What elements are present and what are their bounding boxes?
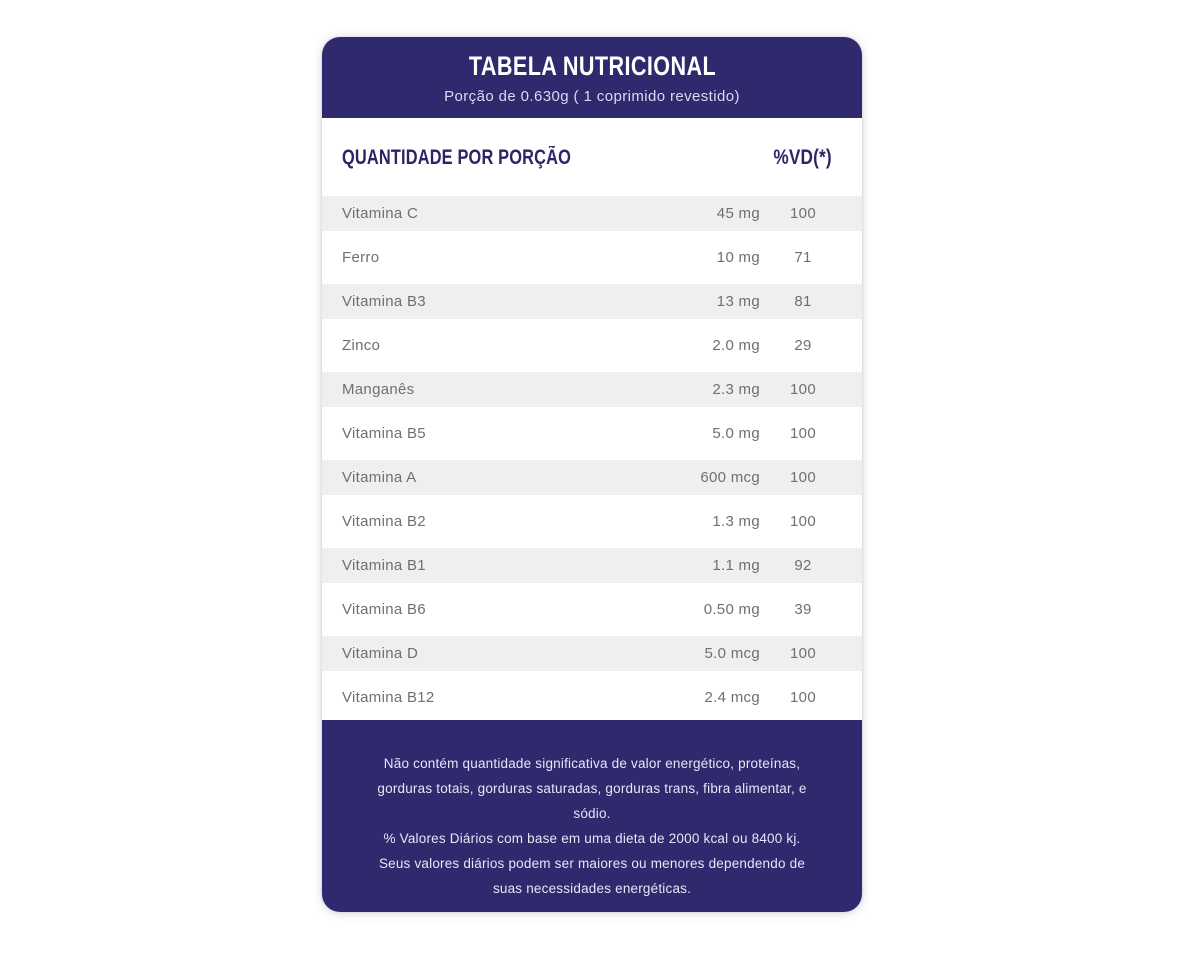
nutrient-amount: 2.0 mg xyxy=(712,337,760,354)
table-header: QUANTIDADE POR PORÇÃO %VD(*) xyxy=(322,118,862,192)
nutrient-amount: 1.3 mg xyxy=(712,513,760,530)
nutrient-name: Vitamina B3 xyxy=(342,293,426,310)
page-title: TABELA NUTRICIONAL xyxy=(468,51,716,81)
nutrient-amount: 10 mg xyxy=(716,249,760,266)
nutrient-vd: 100 xyxy=(790,381,816,398)
table-row: Vitamina B5 5.0 mg 100 xyxy=(322,412,862,456)
footer-note-daily-values: % Valores Diários com base em uma dieta … xyxy=(378,831,806,896)
nutrient-name: Vitamina C xyxy=(342,205,419,222)
nutrient-vd: 100 xyxy=(790,689,816,706)
nutrient-vd: 29 xyxy=(794,337,812,354)
table-row: Manganês 2.3 mg 100 xyxy=(322,368,862,412)
nutrient-amount: 5.0 mcg xyxy=(704,645,760,662)
table-row: Vitamina C 45 mg 100 xyxy=(322,192,862,236)
table-row: Ferro 10 mg 71 xyxy=(322,236,862,280)
table-row: Vitamina B12 2.4 mcg 100 xyxy=(322,676,862,720)
nutrient-amount: 2.4 mcg xyxy=(704,689,760,706)
column-header-vd-label: %VD(*) xyxy=(773,146,833,169)
table-row: Vitamina D 5.0 mcg 100 xyxy=(322,632,862,676)
nutrient-name: Zinco xyxy=(342,337,381,354)
nutrient-vd: 100 xyxy=(790,645,816,662)
table-row: Zinco 2.0 mg 29 xyxy=(322,324,862,368)
nutrient-vd: 71 xyxy=(794,249,812,266)
column-header-quantity-label: QUANTIDADE POR PORÇÃO xyxy=(342,146,571,169)
table-row: Vitamina B6 0.50 mg 39 xyxy=(322,588,862,632)
nutrient-name: Vitamina A xyxy=(342,469,417,486)
nutrition-header: TABELA NUTRICIONAL Porção de 0.630g ( 1 … xyxy=(322,37,862,118)
column-header-quantity: QUANTIDADE POR PORÇÃO xyxy=(342,146,760,170)
nutrition-label-card: TABELA NUTRICIONAL Porção de 0.630g ( 1 … xyxy=(322,37,862,912)
table-row: Vitamina B3 13 mg 81 xyxy=(322,280,862,324)
table-row: Vitamina B2 1.3 mg 100 xyxy=(322,500,862,544)
nutrient-vd: 81 xyxy=(794,293,812,310)
nutrient-amount: 13 mg xyxy=(716,293,760,310)
nutrient-vd: 100 xyxy=(790,425,816,442)
nutrient-amount: 600 mcg xyxy=(700,469,760,486)
column-header-vd: %VD(*) xyxy=(760,146,846,170)
nutrient-name: Vitamina B1 xyxy=(342,557,426,574)
footer-notes: Não contém quantidade significativa de v… xyxy=(322,720,862,912)
nutrient-name: Manganês xyxy=(342,381,415,398)
table-row: Vitamina B1 1.1 mg 92 xyxy=(322,544,862,588)
nutrient-name: Ferro xyxy=(342,249,380,266)
nutrient-name: Vitamina B2 xyxy=(342,513,426,530)
nutrient-vd: 100 xyxy=(790,205,816,222)
page-title-wrap: TABELA NUTRICIONAL xyxy=(322,51,862,86)
nutrient-name: Vitamina D xyxy=(342,645,419,662)
nutrient-amount: 2.3 mg xyxy=(712,381,760,398)
nutrient-name: Vitamina B6 xyxy=(342,601,426,618)
nutrient-amount: 5.0 mg xyxy=(712,425,760,442)
nutrient-amount: 0.50 mg xyxy=(703,601,760,618)
nutrient-vd: 39 xyxy=(794,601,812,618)
nutrient-amount: 1.1 mg xyxy=(712,557,760,574)
nutrient-name: Vitamina B12 xyxy=(342,689,435,706)
nutrient-vd: 100 xyxy=(790,469,816,486)
nutrient-vd: 92 xyxy=(794,557,812,574)
nutrient-name: Vitamina B5 xyxy=(342,425,426,442)
nutrient-amount: 45 mg xyxy=(716,205,760,222)
table-row: Vitamina A 600 mcg 100 xyxy=(322,456,862,500)
serving-size: Porção de 0.630g ( 1 coprimido revestido… xyxy=(444,88,740,105)
footer-note-significance: Não contém quantidade significativa de v… xyxy=(377,756,807,821)
nutrient-rows: Vitamina C 45 mg 100 Ferro 10 mg 71 Vita… xyxy=(322,192,862,720)
nutrient-vd: 100 xyxy=(790,513,816,530)
